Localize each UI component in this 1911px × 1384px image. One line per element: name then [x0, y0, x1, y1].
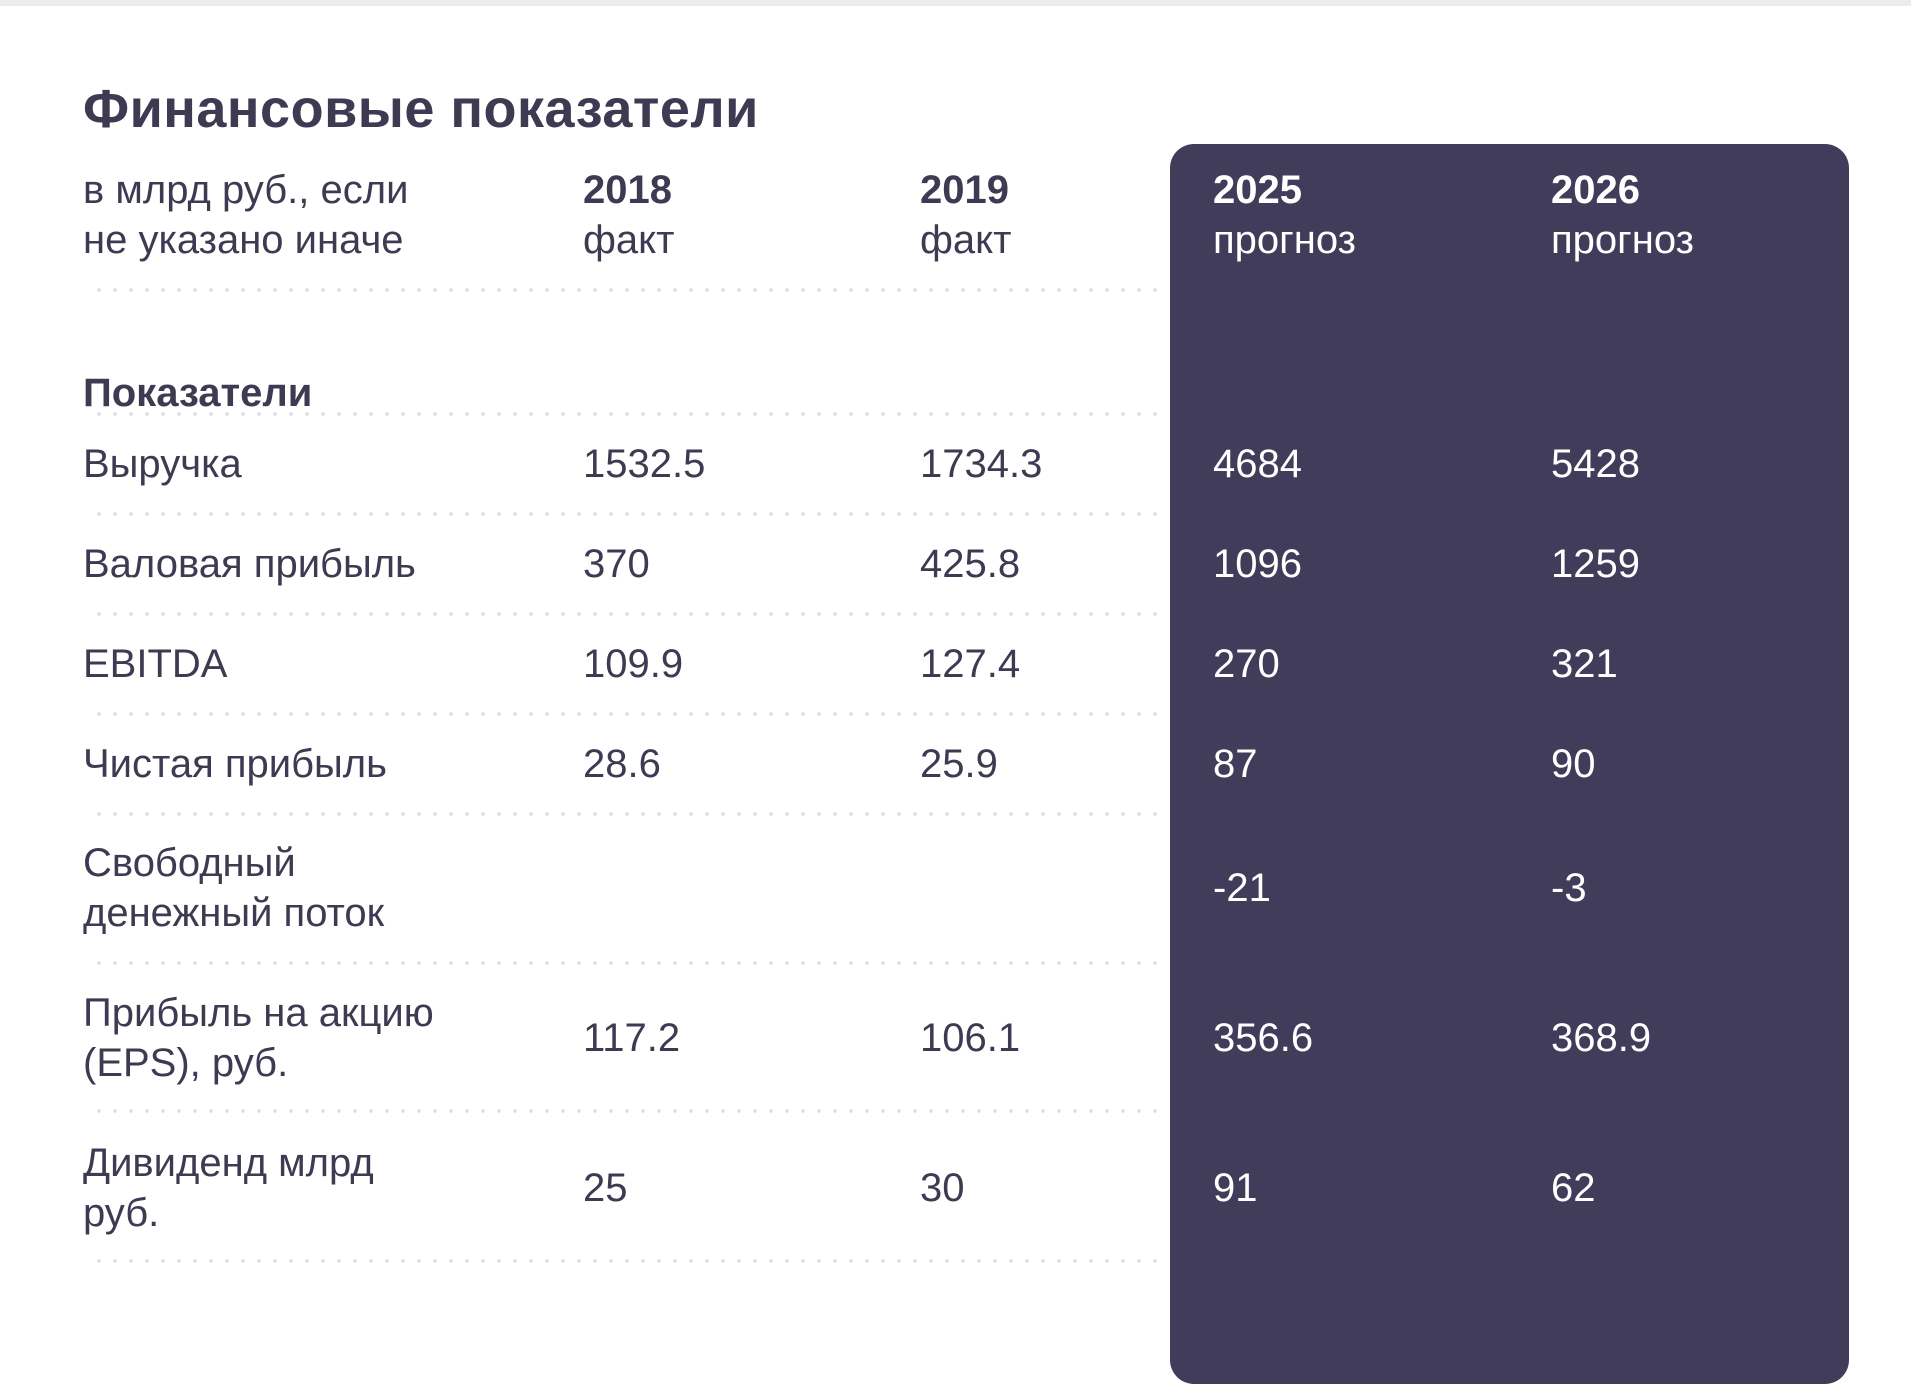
value-2026: 90: [1551, 742, 1596, 786]
column-year: 2019: [920, 168, 1009, 212]
value-2018: 117.2: [583, 1016, 681, 1060]
value-2018: 109.9: [583, 642, 684, 686]
value-2019: 127.4: [920, 642, 1021, 686]
value-2026: 1259: [1551, 542, 1640, 586]
column-header-2025: 2025 прогноз: [1213, 165, 1356, 265]
column-year: 2018: [583, 168, 672, 212]
column-kind: факт: [920, 218, 1012, 262]
row-label: EBITDA: [83, 639, 227, 689]
value-2026: 321: [1551, 642, 1618, 686]
divider: [91, 512, 1158, 516]
value-2026: 5428: [1551, 442, 1640, 486]
value-2018: 28.6: [583, 742, 661, 786]
column-kind: факт: [583, 218, 675, 262]
value-2025: 87: [1213, 742, 1258, 786]
value-2026: -3: [1551, 866, 1587, 910]
value-2019: 106.1: [920, 1016, 1021, 1060]
row-label-line: Валовая прибыль: [83, 542, 416, 586]
divider: [91, 288, 1158, 292]
row-label: Прибыль на акцию (EPS), руб.: [83, 988, 434, 1088]
value-2025: 4684: [1213, 442, 1302, 486]
value-2025: 356.6: [1213, 1016, 1314, 1060]
top-border: [0, 0, 1911, 6]
divider: [91, 1259, 1158, 1263]
column-kind: прогноз: [1213, 218, 1356, 262]
row-label-line: Выручка: [83, 442, 242, 486]
divider: [91, 812, 1158, 816]
units-line-1: в млрд руб., если: [83, 168, 409, 212]
column-header-2019: 2019 факт: [920, 165, 1011, 265]
row-label: Чистая прибыль: [83, 739, 387, 789]
row-label-line: (EPS), руб.: [83, 1041, 289, 1085]
row-label: Дивиденд млрд руб.: [83, 1138, 374, 1238]
value-2019: 25.9: [920, 742, 998, 786]
value-2025: 91: [1213, 1166, 1258, 1210]
units-line-2: не указано иначе: [83, 218, 404, 262]
value-2025: -21: [1213, 866, 1271, 910]
divider: [91, 712, 1158, 716]
row-label-line: Свободный: [83, 841, 296, 885]
value-2018: 1532.5: [583, 442, 706, 486]
row-label-line: EBITDA: [83, 642, 228, 686]
value-2025: 270: [1213, 642, 1280, 686]
divider: [91, 412, 1158, 416]
row-label: Валовая прибыль: [83, 539, 416, 589]
column-year: 2026: [1551, 168, 1640, 212]
value-2018: 25: [583, 1166, 628, 1210]
value-2026: 62: [1551, 1166, 1596, 1210]
divider: [91, 612, 1158, 616]
row-label-line: Прибыль на акцию: [83, 991, 434, 1035]
value-2019: 425.8: [920, 542, 1021, 586]
page-title: Финансовые показатели: [83, 79, 759, 139]
column-header-2026: 2026 прогноз: [1551, 165, 1694, 265]
value-2019: 1734.3: [920, 442, 1043, 486]
divider: [91, 961, 1158, 965]
row-label: Выручка: [83, 439, 242, 489]
divider: [91, 1109, 1158, 1113]
row-label-line: денежный поток: [83, 891, 385, 935]
row-label-line: Чистая прибыль: [83, 742, 387, 786]
row-label-line: Дивиденд млрд: [83, 1141, 374, 1185]
column-kind: прогноз: [1551, 218, 1694, 262]
row-label-line: руб.: [83, 1191, 160, 1235]
column-year: 2025: [1213, 168, 1302, 212]
units-note: в млрд руб., если не указано иначе: [83, 165, 408, 265]
section-label: Показатели: [83, 371, 313, 415]
value-2018: 370: [583, 542, 650, 586]
column-header-2018: 2018 факт: [583, 165, 674, 265]
value-2025: 1096: [1213, 542, 1302, 586]
row-label: Свободный денежный поток: [83, 838, 384, 938]
forecast-panel: [1170, 144, 1849, 1384]
value-2019: 30: [920, 1166, 965, 1210]
value-2026: 368.9: [1551, 1016, 1652, 1060]
